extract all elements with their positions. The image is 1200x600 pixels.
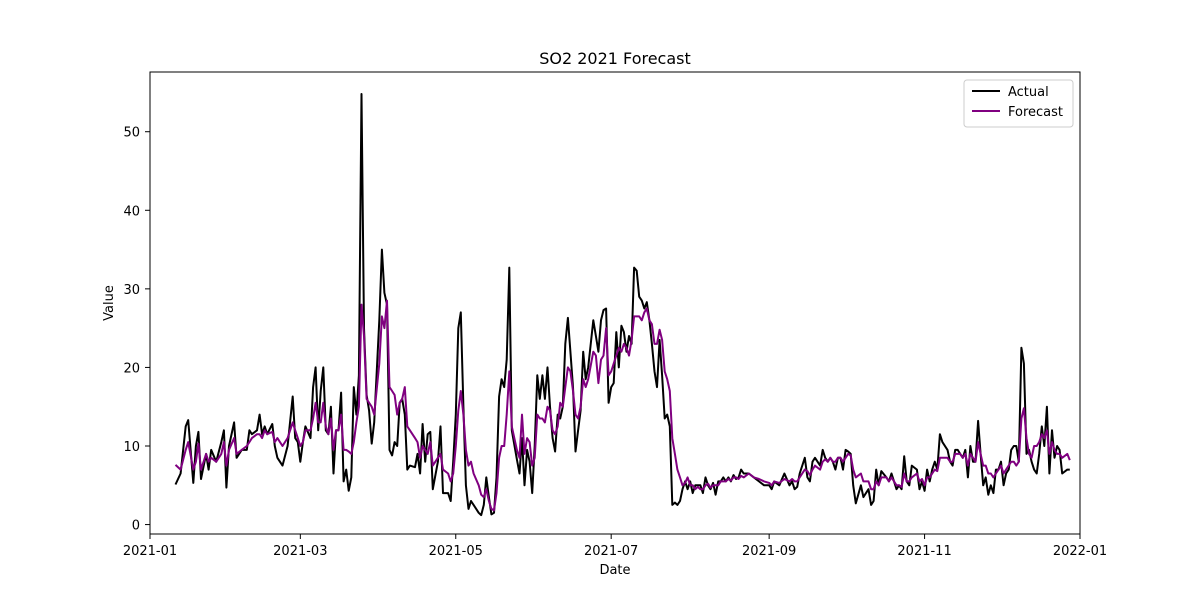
y-axis: 0 10 20 30 40 50 xyxy=(123,126,150,534)
series-line-forecast xyxy=(174,299,1071,512)
y-axis-title: Value xyxy=(102,285,117,321)
y-tick-label: 50 xyxy=(123,126,140,141)
series-layer xyxy=(174,93,1071,517)
x-tick-label: 2021-09 xyxy=(742,544,796,559)
x-tick-label: 2021-07 xyxy=(584,544,638,559)
y-tick-label: 0 xyxy=(132,519,140,534)
plot-frame xyxy=(149,71,1081,535)
y-tick-label: 30 xyxy=(123,283,140,298)
y-tick-label: 20 xyxy=(123,361,140,376)
x-axis-title: Date xyxy=(599,563,630,578)
y-tick-label: 40 xyxy=(123,204,140,219)
y-tick-label: 10 xyxy=(123,440,140,455)
chart-title: SO2 2021 Forecast xyxy=(539,49,691,68)
legend-actual-label: Actual xyxy=(1008,85,1049,100)
x-tick-label: 2021-05 xyxy=(429,544,483,559)
x-axis: 2021-01 2021-03 2021-05 2021-07 2021-09 2021-… xyxy=(123,534,1107,559)
legend: Actual Forecast xyxy=(963,79,1074,128)
x-tick-label: 2021-03 xyxy=(273,544,327,559)
x-tick-label: 2021-01 xyxy=(123,544,177,559)
x-tick-label: 2021-11 xyxy=(897,544,951,559)
legend-forecast-label: Forecast xyxy=(1008,105,1063,120)
series-line-actual xyxy=(174,93,1070,517)
x-tick-label: 2022-01 xyxy=(1053,544,1107,559)
